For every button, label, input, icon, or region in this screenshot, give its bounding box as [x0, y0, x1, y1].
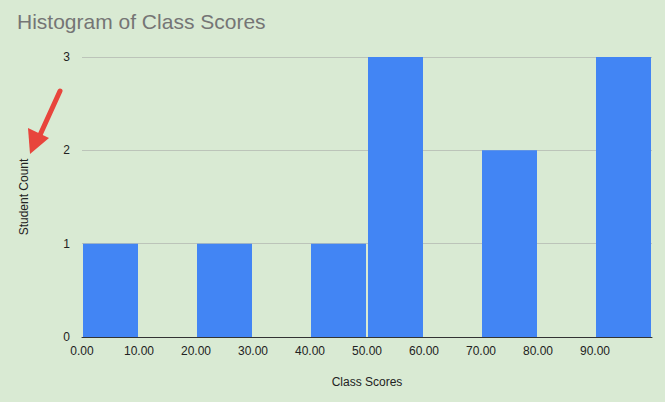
svg-text:Class Scores: Class Scores [332, 375, 403, 389]
svg-text:1: 1 [63, 237, 70, 251]
svg-text:40.00: 40.00 [295, 344, 325, 358]
svg-text:3: 3 [63, 50, 70, 64]
svg-text:80.00: 80.00 [523, 344, 553, 358]
svg-text:90.00: 90.00 [580, 344, 610, 358]
svg-text:50.00: 50.00 [352, 344, 382, 358]
svg-text:Histogram of Class Scores: Histogram of Class Scores [17, 10, 266, 33]
svg-text:0.00: 0.00 [70, 344, 94, 358]
svg-text:2: 2 [63, 143, 70, 157]
svg-text:60.00: 60.00 [409, 344, 439, 358]
svg-text:0: 0 [63, 330, 70, 344]
svg-text:20.00: 20.00 [181, 344, 211, 358]
svg-text:Student Count: Student Count [17, 158, 31, 235]
svg-text:30.00: 30.00 [238, 344, 268, 358]
svg-text:70.00: 70.00 [466, 344, 496, 358]
svg-text:10.00: 10.00 [124, 344, 154, 358]
